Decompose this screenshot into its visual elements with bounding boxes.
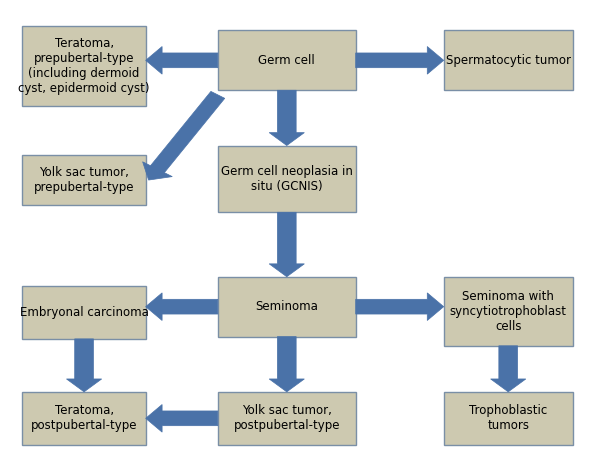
FancyBboxPatch shape (218, 30, 356, 90)
FancyBboxPatch shape (444, 392, 573, 445)
Text: Trophoblastic
tumors: Trophoblastic tumors (469, 404, 547, 432)
Polygon shape (269, 90, 304, 145)
Text: Spermatocytic tumor: Spermatocytic tumor (446, 54, 571, 67)
FancyBboxPatch shape (23, 26, 146, 106)
FancyBboxPatch shape (218, 277, 356, 336)
Text: Teratoma,
prepubertal-type
(including dermoid
cyst, epidermoid cyst): Teratoma, prepubertal-type (including de… (19, 37, 150, 95)
FancyBboxPatch shape (23, 155, 146, 206)
Text: Germ cell: Germ cell (258, 54, 315, 67)
FancyBboxPatch shape (218, 145, 356, 212)
Polygon shape (269, 212, 304, 277)
Polygon shape (143, 91, 225, 180)
Polygon shape (356, 47, 444, 74)
Text: Seminoma with
syncytiotrophoblast
cells: Seminoma with syncytiotrophoblast cells (450, 290, 567, 333)
Polygon shape (269, 336, 304, 392)
Polygon shape (491, 346, 526, 392)
Text: Germ cell neoplasia in
situ (GCNIS): Germ cell neoplasia in situ (GCNIS) (221, 165, 353, 193)
Text: Embryonal carcinoma: Embryonal carcinoma (20, 306, 149, 319)
FancyBboxPatch shape (444, 277, 573, 346)
Text: Seminoma: Seminoma (255, 300, 318, 313)
Polygon shape (146, 47, 218, 74)
Polygon shape (146, 293, 218, 321)
Polygon shape (146, 404, 218, 432)
Polygon shape (66, 339, 102, 392)
FancyBboxPatch shape (444, 30, 573, 90)
FancyBboxPatch shape (218, 392, 356, 445)
FancyBboxPatch shape (23, 286, 146, 339)
Text: Teratoma,
postpubertal-type: Teratoma, postpubertal-type (31, 404, 137, 432)
Text: Yolk sac tumor,
postpubertal-type: Yolk sac tumor, postpubertal-type (234, 404, 340, 432)
Text: Yolk sac tumor,
prepubertal-type: Yolk sac tumor, prepubertal-type (34, 166, 134, 194)
FancyBboxPatch shape (23, 392, 146, 445)
Polygon shape (356, 293, 444, 321)
